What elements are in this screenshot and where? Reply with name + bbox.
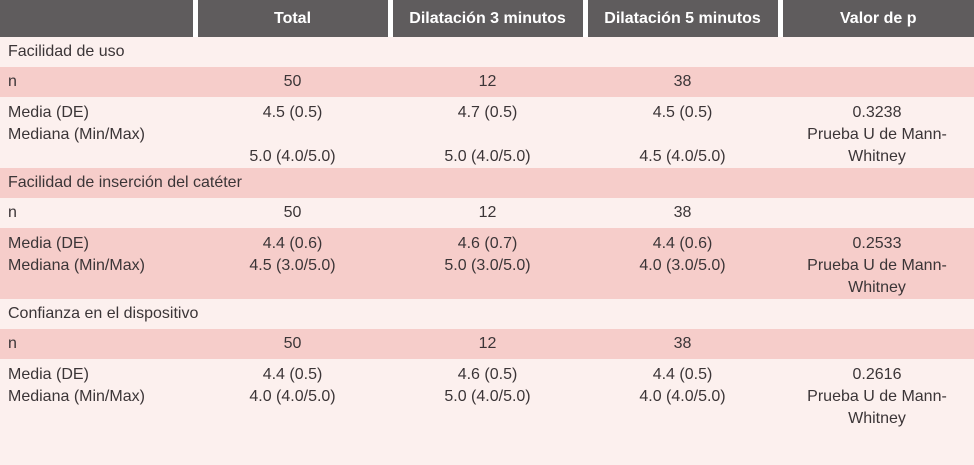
n-total: 50 xyxy=(195,329,390,359)
stat-value: 4.4 (0.6) xyxy=(262,235,323,252)
stat-value: 4.4 (0.6) xyxy=(652,235,713,252)
header-cell-dilatacion-3: Dilatación 3 minutos xyxy=(387,0,585,37)
p-value: 0.2616 xyxy=(852,366,902,383)
stats-total: 4.4 (0.6) 4.5 (3.0/5.0) xyxy=(195,228,390,299)
stats-dilatacion-3: 4.6 (0.5) 5.0 (4.0/5.0) xyxy=(390,359,585,465)
stats-valor-p: 0.3238 Prueba U de Mann- Whitney xyxy=(780,97,974,168)
section-header-facilidad-insercion: Facilidad de inserción del catéter xyxy=(0,168,974,198)
n-total: 50 xyxy=(195,198,390,228)
stat-value: 4.5 (0.5) xyxy=(262,104,323,121)
stat-value: 4.0 (3.0/5.0) xyxy=(639,257,726,274)
p-test-name: Prueba U de Mann- xyxy=(807,126,947,143)
section-title: Facilidad de inserción del catéter xyxy=(0,168,974,198)
stat-label-mediana: Mediana (Min/Max) xyxy=(8,388,145,405)
n-valor-p xyxy=(780,67,974,97)
stat-label-media: Media (DE) xyxy=(8,235,89,252)
p-value: 0.2533 xyxy=(852,235,902,252)
stat-value: 5.0 (4.0/5.0) xyxy=(444,388,531,405)
stats-labels: Media (DE) Mediana (Min/Max) xyxy=(0,359,195,465)
stats-labels: Media (DE) Mediana (Min/Max) xyxy=(0,228,195,299)
stat-value: 4.5 (0.5) xyxy=(652,104,713,121)
stats-row-facilidad-de-uso: Media (DE) Mediana (Min/Max) 4.5 (0.5) 5… xyxy=(0,97,974,168)
stat-value xyxy=(195,124,390,146)
stats-labels: Media (DE) Mediana (Min/Max) xyxy=(0,97,195,168)
header-cell-empty xyxy=(0,0,195,37)
n-row-facilidad-insercion: n 50 12 38 xyxy=(0,198,974,228)
stat-value: 4.5 (3.0/5.0) xyxy=(249,257,336,274)
section-title: Facilidad de uso xyxy=(0,37,974,67)
stat-value: 5.0 (4.0/5.0) xyxy=(249,148,336,165)
p-test-name: Prueba U de Mann- xyxy=(807,257,947,274)
stats-valor-p: 0.2533 Prueba U de Mann- Whitney xyxy=(780,228,974,299)
n-total: 50 xyxy=(195,67,390,97)
p-test-name: Whitney xyxy=(848,148,906,165)
stats-dilatacion-3: 4.7 (0.5) 5.0 (4.0/5.0) xyxy=(390,97,585,168)
n-dilatacion-3: 12 xyxy=(390,329,585,359)
n-dilatacion-5: 38 xyxy=(585,67,780,97)
stats-valor-p: 0.2616 Prueba U de Mann- Whitney xyxy=(780,359,974,465)
n-dilatacion-5: 38 xyxy=(585,198,780,228)
stats-row-confianza: Media (DE) Mediana (Min/Max) 4.4 (0.5) 4… xyxy=(0,359,974,465)
stat-value: 4.7 (0.5) xyxy=(457,104,518,121)
n-label: n xyxy=(0,329,195,359)
header-cell-dilatacion-5: Dilatación 5 minutos xyxy=(582,0,780,37)
stat-value: 4.0 (4.0/5.0) xyxy=(639,388,726,405)
section-header-confianza: Confianza en el dispositivo xyxy=(0,299,974,329)
section-title: Confianza en el dispositivo xyxy=(0,299,974,329)
stat-value: 4.6 (0.5) xyxy=(457,366,518,383)
stats-total: 4.5 (0.5) 5.0 (4.0/5.0) xyxy=(195,97,390,168)
stats-row-facilidad-insercion: Media (DE) Mediana (Min/Max) 4.4 (0.6) 4… xyxy=(0,228,974,299)
n-row-facilidad-de-uso: n 50 12 38 xyxy=(0,67,974,97)
n-label: n xyxy=(0,198,195,228)
stat-value: 5.0 (3.0/5.0) xyxy=(444,257,531,274)
header-cell-total: Total xyxy=(192,0,390,37)
p-test-name: Whitney xyxy=(848,279,906,296)
stat-label-media: Media (DE) xyxy=(8,104,89,121)
stat-value: 4.0 (4.0/5.0) xyxy=(249,388,336,405)
stats-dilatacion-5: 4.4 (0.5) 4.0 (4.0/5.0) xyxy=(585,359,780,465)
p-test-name: Whitney xyxy=(848,410,906,427)
p-value: 0.3238 xyxy=(852,104,902,121)
stats-dilatacion-5: 4.5 (0.5) 4.5 (4.0/5.0) xyxy=(585,97,780,168)
n-row-confianza: n 50 12 38 xyxy=(0,329,974,359)
stat-value: 4.6 (0.7) xyxy=(457,235,518,252)
stat-value xyxy=(390,124,585,146)
stat-value: 5.0 (4.0/5.0) xyxy=(444,148,531,165)
stat-label-media: Media (DE) xyxy=(8,366,89,383)
stats-total: 4.4 (0.5) 4.0 (4.0/5.0) xyxy=(195,359,390,465)
stat-label-mediana: Mediana (Min/Max) xyxy=(8,257,145,274)
stat-value: 4.4 (0.5) xyxy=(262,366,323,383)
stat-value: 4.5 (4.0/5.0) xyxy=(639,148,726,165)
n-label: n xyxy=(0,67,195,97)
n-dilatacion-3: 12 xyxy=(390,198,585,228)
stat-label-mediana: Mediana (Min/Max) xyxy=(8,126,145,143)
stat-value xyxy=(585,124,780,146)
section-header-facilidad-de-uso: Facilidad de uso xyxy=(0,37,974,67)
n-valor-p xyxy=(780,198,974,228)
stats-dilatacion-5: 4.4 (0.6) 4.0 (3.0/5.0) xyxy=(585,228,780,299)
header-cell-valor-p: Valor de p xyxy=(777,0,974,37)
header-row: Total Dilatación 3 minutos Dilatación 5 … xyxy=(0,0,974,37)
p-test-name: Prueba U de Mann- xyxy=(807,388,947,405)
n-valor-p xyxy=(780,329,974,359)
n-dilatacion-5: 38 xyxy=(585,329,780,359)
stats-dilatacion-3: 4.6 (0.7) 5.0 (3.0/5.0) xyxy=(390,228,585,299)
stat-value: 4.4 (0.5) xyxy=(652,366,713,383)
n-dilatacion-3: 12 xyxy=(390,67,585,97)
